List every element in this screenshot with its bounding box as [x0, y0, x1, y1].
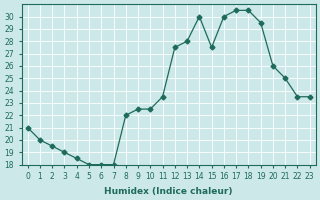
X-axis label: Humidex (Indice chaleur): Humidex (Indice chaleur)	[104, 187, 233, 196]
